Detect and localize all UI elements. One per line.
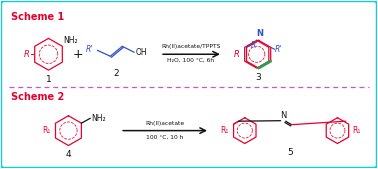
- Text: 4: 4: [66, 150, 71, 160]
- Text: NH₂: NH₂: [91, 114, 106, 123]
- Text: 5: 5: [288, 149, 293, 158]
- Text: R: R: [234, 50, 240, 59]
- Text: 1: 1: [46, 75, 51, 84]
- Text: Scheme 1: Scheme 1: [11, 12, 64, 22]
- Text: N: N: [256, 29, 263, 38]
- Text: +: +: [73, 48, 84, 61]
- Text: Rh(II)acetate/TPPTS: Rh(II)acetate/TPPTS: [161, 44, 221, 49]
- Text: N: N: [280, 111, 287, 120]
- Text: OH: OH: [135, 48, 147, 57]
- Text: Rh(II)acetate: Rh(II)acetate: [146, 121, 184, 126]
- Text: 3: 3: [255, 73, 260, 82]
- Text: NH₂: NH₂: [64, 36, 78, 45]
- Text: R': R': [275, 45, 282, 54]
- Text: R: R: [24, 50, 29, 59]
- Text: R₁: R₁: [42, 126, 51, 135]
- Text: R₁: R₁: [352, 126, 361, 135]
- Text: Scheme 2: Scheme 2: [11, 92, 64, 102]
- Text: 2: 2: [113, 69, 119, 78]
- Text: H₂O, 100 °C, 6h: H₂O, 100 °C, 6h: [167, 58, 215, 63]
- Text: R': R': [251, 41, 258, 50]
- Text: R': R': [86, 45, 93, 54]
- Text: 100 °C, 10 h: 100 °C, 10 h: [146, 135, 184, 140]
- Text: R₁: R₁: [220, 126, 229, 135]
